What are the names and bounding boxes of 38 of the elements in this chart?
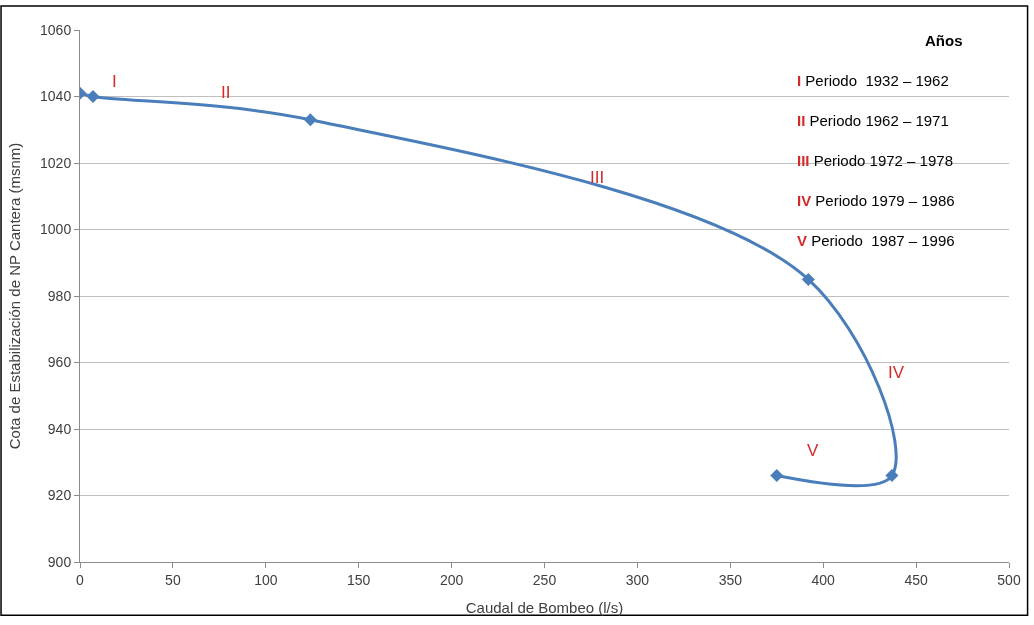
annotation: V Periodo 1987 – 1996 xyxy=(797,232,955,249)
annotation: II xyxy=(221,83,231,102)
y-tick-label: 1040 xyxy=(40,88,72,105)
point xyxy=(86,90,100,103)
annotation: V xyxy=(807,441,819,460)
y-tick-label: 980 xyxy=(47,287,72,304)
point xyxy=(801,272,815,286)
annotation: III xyxy=(590,168,605,187)
x-tick-label: 400 xyxy=(811,571,836,588)
annotation: III Periodo 1972 – 1978 xyxy=(797,152,953,169)
y-tick-label: 960 xyxy=(47,354,72,371)
x-tick-label: 250 xyxy=(532,571,557,588)
y-tick-label: 1020 xyxy=(40,154,72,171)
x-axis-title: Caudal de Bombeo (l/s) xyxy=(465,598,624,616)
y-tick-label: 1060 xyxy=(40,21,72,38)
x-tick-label: 350 xyxy=(718,571,743,588)
y-tick-label: 900 xyxy=(47,553,72,570)
annotation: I xyxy=(112,72,117,91)
annotation: IV xyxy=(888,363,905,382)
annotation: I Periodo 1932 – 1962 xyxy=(797,72,949,89)
annotation: Años xyxy=(925,32,963,49)
y-tick-label: 1000 xyxy=(40,221,72,238)
x-tick-label: 50 xyxy=(165,571,181,588)
point xyxy=(885,469,899,483)
y-tick-label: 920 xyxy=(47,487,72,504)
y-axis-title: Cota de Estabilización de NP Cantera (msnm) xyxy=(6,142,24,450)
x-tick-label: 500 xyxy=(997,571,1021,588)
y-tick-label: 940 xyxy=(47,420,72,437)
x-tick-label: 450 xyxy=(904,571,928,588)
x-tick-label: 100 xyxy=(254,571,278,588)
x-tick-label: 150 xyxy=(347,571,371,588)
point xyxy=(770,469,784,483)
annotation: II Periodo 1962 – 1971 xyxy=(797,112,949,129)
x-tick-label: 0 xyxy=(76,571,85,588)
annotation: IV Periodo 1979 – 1986 xyxy=(797,192,955,209)
x-tick-label: 200 xyxy=(439,571,464,588)
x-tick-label: 300 xyxy=(625,571,650,588)
point xyxy=(303,113,317,127)
